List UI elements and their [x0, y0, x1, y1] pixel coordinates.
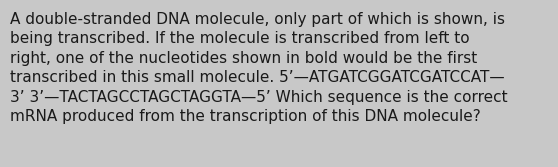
Text: A double-stranded DNA molecule, only part of which is shown, is
being transcribe: A double-stranded DNA molecule, only par… [10, 12, 508, 124]
